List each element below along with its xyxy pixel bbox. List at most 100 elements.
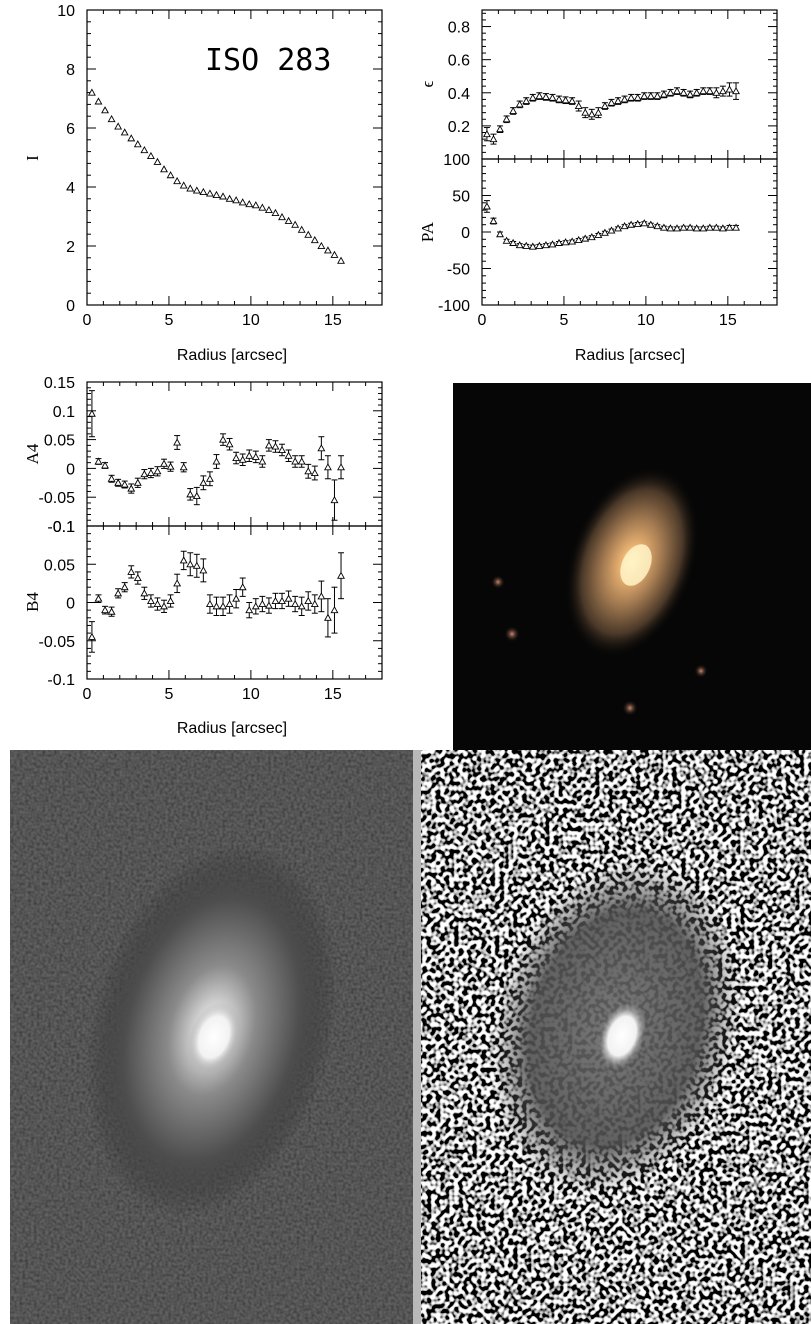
y-tick-label: 6 xyxy=(66,121,75,138)
data-point xyxy=(166,171,175,179)
data-point xyxy=(219,192,227,200)
data-point xyxy=(146,468,155,477)
y-tick-label: 0.4 xyxy=(448,86,470,103)
data-point xyxy=(614,96,622,105)
data-point xyxy=(653,91,662,100)
data-point xyxy=(482,202,491,210)
data-point xyxy=(496,125,504,133)
data-point xyxy=(192,561,201,569)
data-point xyxy=(251,452,260,460)
data-point xyxy=(522,96,531,105)
data-point xyxy=(489,216,498,225)
data-point xyxy=(186,184,195,192)
data-point xyxy=(548,93,557,101)
plot-frame xyxy=(481,158,778,306)
position-angle-profile-plot: 0 5 10 15 -100 -50 0 50 100 PA xyxy=(418,152,778,329)
data-point xyxy=(107,115,116,123)
x-tick-label: 10 xyxy=(242,686,260,703)
data-point xyxy=(620,222,629,230)
data-point xyxy=(153,157,162,165)
data-point xyxy=(304,230,313,238)
y-tick-label: 0 xyxy=(461,225,470,242)
data-point xyxy=(205,474,214,482)
data-point xyxy=(173,176,182,185)
data-point xyxy=(179,181,188,189)
data-point xyxy=(712,223,721,231)
data-point xyxy=(330,495,339,504)
data-point xyxy=(317,592,326,600)
data-point xyxy=(278,445,286,453)
data-point xyxy=(107,607,116,615)
data-point xyxy=(114,589,123,597)
galaxy-residual-image xyxy=(421,750,811,1324)
data-point xyxy=(271,596,280,604)
data-point xyxy=(568,237,577,245)
data-point xyxy=(232,196,241,204)
data-point xyxy=(330,250,339,258)
data-point xyxy=(160,165,168,173)
data-point xyxy=(502,115,511,123)
data-point xyxy=(245,606,254,614)
data-point xyxy=(732,223,740,231)
x-tick-label: 15 xyxy=(719,312,737,329)
y-tick-label: 50 xyxy=(452,189,470,206)
data-point xyxy=(725,223,734,231)
y-tick-label: -50 xyxy=(447,262,470,279)
y-tick-label: 0 xyxy=(66,461,75,478)
data-point xyxy=(574,235,583,244)
data-point xyxy=(251,201,260,209)
data-point xyxy=(212,457,221,465)
data-point xyxy=(192,186,201,194)
x-tick-label: 0 xyxy=(478,312,487,329)
data-point xyxy=(620,95,629,103)
data-point xyxy=(659,90,668,98)
data-point xyxy=(87,88,96,96)
data-point xyxy=(496,230,504,238)
data-point xyxy=(699,224,708,232)
plot-frame xyxy=(481,9,778,160)
data-point xyxy=(199,478,208,486)
x-tick-label: 15 xyxy=(324,686,342,703)
intensity-profile-plot: 0 5 10 15 0 2 4 6 8 10 I xyxy=(23,3,383,329)
data-point xyxy=(245,451,254,459)
data-point xyxy=(127,567,136,575)
data-point xyxy=(673,224,681,232)
data-point xyxy=(271,208,280,216)
data-point xyxy=(186,560,195,568)
data-point xyxy=(310,599,319,608)
data-point xyxy=(140,589,149,597)
data-point xyxy=(297,457,306,465)
data-point xyxy=(173,579,182,587)
data-point xyxy=(101,106,109,114)
data-point xyxy=(594,108,603,116)
data-point xyxy=(238,198,247,206)
data-point xyxy=(594,230,603,238)
y-tick-label: 4 xyxy=(66,180,75,197)
y-tick-label: -0.05 xyxy=(39,634,76,651)
data-point xyxy=(225,599,234,608)
data-point xyxy=(251,602,260,610)
data-point xyxy=(574,101,583,110)
x-tick-label: 5 xyxy=(164,686,173,703)
data-point xyxy=(692,88,701,96)
data-point xyxy=(686,90,695,98)
data-point xyxy=(515,100,524,108)
data-point xyxy=(173,438,182,446)
data-point xyxy=(219,602,227,610)
data-point xyxy=(225,440,234,448)
data-point xyxy=(297,602,306,610)
data-point xyxy=(705,223,714,231)
data-point xyxy=(219,435,227,443)
x-tick-label: 5 xyxy=(559,312,568,329)
data-point xyxy=(140,145,149,154)
x-tick-label: 0 xyxy=(83,312,92,329)
data-point xyxy=(205,599,214,608)
data-point xyxy=(627,220,636,228)
data-point xyxy=(245,199,254,208)
y-tick-label: -100 xyxy=(438,298,470,315)
data-point xyxy=(509,106,518,114)
y-tick-label: 10 xyxy=(57,3,75,20)
data-point xyxy=(330,606,339,614)
data-point xyxy=(679,223,688,231)
